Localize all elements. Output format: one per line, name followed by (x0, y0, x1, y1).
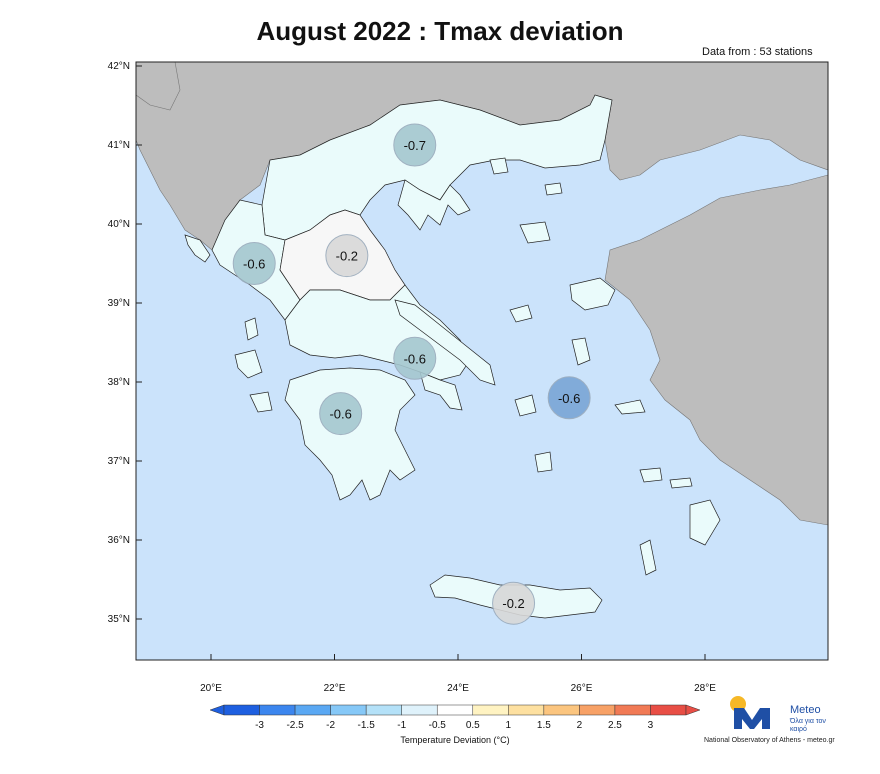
map-title: August 2022 : Tmax deviation (256, 16, 624, 46)
region-attica (419, 371, 463, 411)
lon-tick-label: 26°E (571, 683, 593, 694)
colorbar-tick-label: 2.5 (608, 720, 622, 731)
evia-island (394, 299, 496, 386)
lat-tick-label: 37°N (108, 456, 130, 467)
lat-tick-label: 36°N (108, 535, 130, 546)
lesvos-island (569, 277, 616, 311)
anatolia-landmass (604, 174, 828, 526)
latitude-axis: 42°N 41°N 40°N 39°N 38°N 37°N 36°N 35°N (108, 61, 142, 625)
limnos-island (519, 221, 551, 244)
rhodes-island (689, 499, 721, 546)
longitude-axis: 20°E 22°E 24°E 26°E 28°E (200, 654, 716, 694)
colorbar-tick-label: -1 (397, 720, 406, 731)
lat-tick-label: 38°N (108, 377, 130, 388)
colorbar-left-arrow (209, 704, 225, 716)
samos-island (614, 399, 646, 415)
lat-tick-label: 35°N (108, 614, 130, 625)
colorbar-tick-label: -1.5 (358, 720, 376, 731)
skyros-island (509, 304, 533, 323)
logo-organization: National Observatory of Athens - meteo.g… (704, 737, 835, 744)
colorbar-bin (259, 704, 296, 716)
deviation-value: -0.6 (329, 407, 351, 422)
colorbar-bin (436, 704, 474, 716)
colorbar-tick-label: 1 (506, 720, 512, 731)
colorbar-tick-label: -0.5 (429, 720, 447, 731)
colorbar-bin (650, 704, 687, 716)
map-frame (135, 61, 829, 661)
lon-tick-label: 24°E (447, 683, 469, 694)
deviation-value: -0.2 (502, 596, 524, 611)
logo-name: Meteo (790, 704, 821, 716)
lon-tick-label: 28°E (694, 683, 716, 694)
andros-island (514, 394, 537, 417)
colorbar-tick-label: 0.5 (466, 720, 480, 731)
colorbar-bin (330, 704, 367, 716)
deviation-marker (325, 234, 369, 278)
dodecanese-island (639, 467, 663, 483)
naxos-island (534, 451, 553, 473)
colorbar-right-arrow (685, 704, 701, 716)
kefalonia-island (234, 349, 263, 379)
stations-note: Data from : 53 stations (702, 46, 813, 58)
deviation-marker (319, 392, 363, 436)
colorbar-bin (614, 704, 651, 716)
deviation-value: -0.6 (558, 391, 580, 406)
colorbar-tick-label: 1.5 (537, 720, 551, 731)
colorbar-tick-label: 2 (577, 720, 583, 731)
deviation-value: -0.2 (336, 249, 358, 264)
kos-island (669, 477, 693, 489)
colorbar-bin (365, 704, 402, 716)
lat-tick-label: 41°N (108, 140, 130, 151)
deviation-marker (492, 581, 536, 625)
karpathos-island (639, 539, 657, 576)
colorbar-bin (508, 704, 545, 716)
colorbar-tick-label: 3 (648, 720, 654, 731)
colorbar-tick-label: -3 (255, 720, 264, 731)
colorbar-bin (294, 704, 331, 716)
colorbar-bin (579, 704, 616, 716)
corfu-island (184, 234, 211, 263)
colorbar-bin (472, 704, 509, 716)
deviation-marker (393, 336, 437, 380)
deviation-value: -0.7 (404, 138, 426, 153)
zakynthos-island (249, 391, 273, 413)
thasos-island (489, 157, 509, 175)
lon-tick-label: 22°E (324, 683, 346, 694)
colorbar-bin (223, 704, 260, 716)
meteo-logo-icon (730, 696, 770, 729)
colorbar-title: Temperature Deviation (°C) (400, 735, 509, 745)
chalkidiki-peninsula (397, 179, 471, 231)
lefkada-island (244, 317, 259, 341)
lon-tick-label: 20°E (200, 683, 222, 694)
lat-tick-label: 39°N (108, 298, 130, 309)
italy-heel-landmass (136, 62, 181, 111)
chios-island (571, 337, 591, 366)
colorbar-tick-label: -2 (326, 720, 335, 731)
colorbar-bin (401, 704, 438, 716)
deviation-marker (547, 376, 591, 420)
deviation-value: -0.6 (243, 257, 265, 272)
deviation-marker (393, 123, 437, 167)
lat-tick-label: 40°N (108, 219, 130, 230)
colorbar-tick-label: -2.5 (286, 720, 304, 731)
samothraki-island (544, 182, 563, 196)
colorbar-bin (543, 704, 580, 716)
deviation-value: -0.6 (404, 351, 426, 366)
region-peloponnese (284, 367, 416, 501)
lat-tick-label: 42°N (108, 61, 130, 72)
deviation-marker (232, 242, 276, 285)
colorbar: -3 -2.5 -2 -1.5 -1 -0.5 0.5 1 1.5 2 2.5 3 (209, 704, 701, 731)
deviation-markers: -0.7 -0.6 -0.2 -0.6 -0.6 -0.6 -0.2 (232, 123, 591, 625)
logo-tagline: Όλα για τον καιρό (790, 718, 826, 733)
